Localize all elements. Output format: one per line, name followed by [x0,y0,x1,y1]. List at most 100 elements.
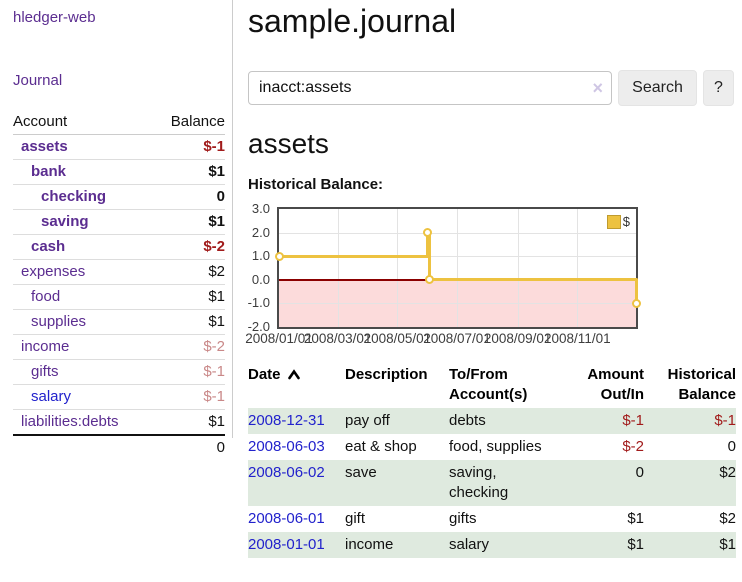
page-title: sample.journal [248,3,457,39]
register-description-cell: pay off [345,408,449,434]
register-date-link[interactable]: 2008-06-01 [248,510,325,527]
register-date-link[interactable]: 2008-01-01 [248,536,325,553]
sidebar-account-link[interactable]: cash [31,238,66,255]
data-point-marker [425,275,435,285]
account-row: bank $1 [13,159,225,185]
y-gridline [279,303,636,305]
account-row: income $-2 [13,334,225,360]
series-line-segment [634,278,638,305]
account-row: liabilities:debts $1 [13,409,225,435]
account-heading: assets [248,128,329,159]
account-row: supplies $1 [13,309,225,335]
x-axis-tick-label: 2008/09/01 [483,331,552,346]
y-axis-tick-label: -1.0 [247,295,270,311]
account-row: salary $-1 [13,384,225,410]
account-row: assets $-1 [13,135,225,160]
data-point-marker [631,298,641,308]
search-input-wrap: × [248,71,612,105]
search-button[interactable]: Search [618,70,697,106]
account-row: food $1 [13,284,225,310]
sidebar-account-link[interactable]: bank [31,163,67,180]
x-gridline [337,209,339,327]
register-accounts-cell: debts [449,408,570,434]
register-description-cell: save [345,460,449,506]
register-amount-cell: $1 [627,510,644,527]
sidebar-account-link[interactable]: liabilities:debts [21,413,119,430]
register-table: Date Description To/From Account(s) Amount … [248,362,736,558]
x-gridline [517,209,519,327]
register-amount-cell: $-1 [570,408,644,434]
x-axis-tick-label: 2008/01/01 [245,331,313,346]
register-date-link[interactable]: 2008-06-02 [248,464,325,481]
sidebar-item-journal[interactable]: Journal [13,72,63,89]
x-axis-tick-label: 2008/03/01 [303,331,372,346]
register-header-balance: Historical Balance [667,366,736,403]
sidebar-account-link[interactable]: saving [41,213,89,230]
register-date-cell: 2008-01-01 [248,532,345,558]
register-row: 2008-06-01 gift gifts $1 $2 [248,506,736,532]
legend-series-label: $ [622,214,630,229]
search-form: × Search ? [248,70,742,106]
register-header-date: Date [248,362,345,408]
chart-legend: $ [606,214,630,229]
register-balance-cell: $1 [644,532,736,558]
y-gridline [279,232,636,234]
legend-color-swatch-icon [606,214,621,229]
series-line-segment [426,231,430,258]
account-balance: $1 [153,284,225,310]
sort-ascending-icon [287,369,300,380]
register-balance-cell: $2 [644,460,736,506]
register-description-cell: eat & shop [345,438,417,455]
register-row: 2008-06-03 eat & shop food, supplies $-2 0 [248,434,736,460]
help-button[interactable]: ? [703,70,734,106]
register-header-description: Description [345,366,428,383]
account-name-cell: expenses [13,259,154,285]
sidebar-account-link[interactable]: salary [31,388,72,405]
sidebar-account-link[interactable]: supplies [31,313,87,330]
account-name-cell: saving [13,209,154,235]
y-axis-tick-label: 0.0 [251,271,270,287]
register-accounts-cell: salary [449,532,570,558]
account-name-cell: checking [13,184,154,210]
sidebar-account-link[interactable]: income [21,338,70,355]
register-accounts-cell: gifts [449,510,477,527]
account-row: saving $1 [13,209,225,235]
register-row: 2008-01-01 income salary $1 $1 [248,532,736,558]
sidebar-account-link[interactable]: assets [21,138,68,155]
register-date-cell: 2008-06-02 [248,460,345,506]
accounts-header-balance: Balance [153,111,225,135]
account-balance: $1 [153,159,225,185]
sidebar-account-link[interactable]: checking [41,188,107,205]
sidebar-account-link[interactable]: expenses [21,263,86,280]
account-balance: $-2 [153,334,225,360]
register-row: 2008-12-31 pay off debts $-1 $-1 [248,408,736,434]
account-name-cell: food [13,284,154,310]
account-row: checking 0 [13,184,225,210]
register-description-cell: gift [345,510,366,527]
account-name-cell: cash [13,234,154,260]
app-title-link[interactable]: hledger-web [13,9,96,26]
register-balance-cell: $2 [719,510,736,527]
sidebar: hledger-web Journal Account Balance asse… [0,0,233,460]
register-date-link[interactable]: 2008-12-31 [248,412,325,429]
chart-plot-area: $ [274,207,641,329]
register-amount-cell: $1 [570,532,644,558]
account-balance: $-2 [153,234,225,260]
accounts-total-spacer [13,434,154,460]
accounts-header-account: Account [13,111,154,135]
clear-search-icon[interactable]: × [592,78,603,98]
search-input[interactable] [248,71,612,105]
register-accounts-cell: food, supplies [449,438,542,455]
register-balance-cell: 0 [727,438,736,455]
series-line-segment [428,278,638,282]
sidebar-account-link[interactable]: food [31,288,61,305]
accounts-header-row: Account Balance [13,111,225,135]
register-date-link[interactable]: 2008-06-03 [248,438,325,455]
register-accounts-cell: saving, checking [449,460,570,506]
account-name-cell: bank [13,159,154,185]
register-header-accounts: To/From Account(s) [449,366,528,403]
account-balance: $-1 [203,138,225,155]
data-point-marker [274,251,284,261]
sidebar-account-link[interactable]: gifts [31,363,59,380]
register-date-cell: 2008-12-31 [248,408,345,434]
